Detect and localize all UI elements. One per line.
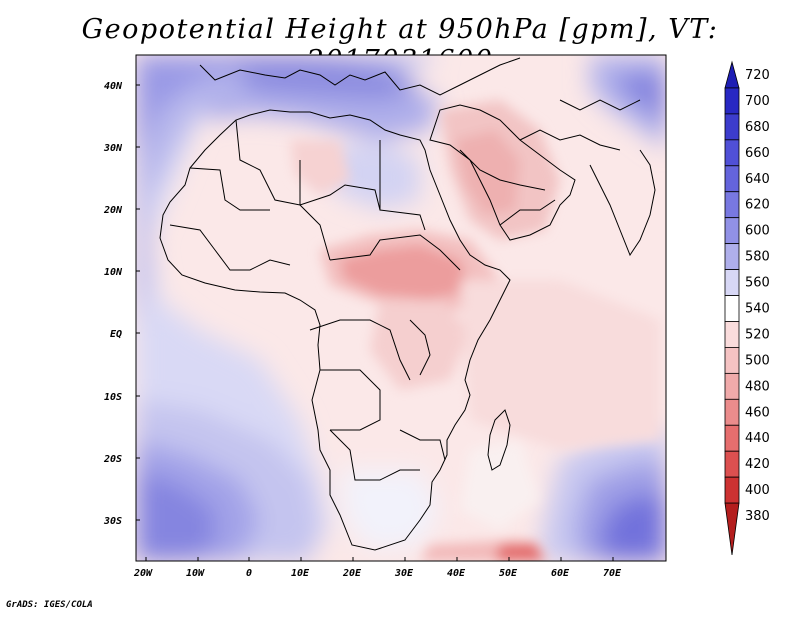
colorbar-label: 540 xyxy=(745,302,770,317)
lon-label: 10E xyxy=(291,568,310,579)
colorbar-label: 640 xyxy=(745,172,770,187)
colorbar-swatch xyxy=(724,165,740,193)
colorbar-label: 600 xyxy=(745,224,770,239)
colorbar-label: 520 xyxy=(745,327,770,342)
lon-label: 20E xyxy=(342,568,362,579)
height-field xyxy=(136,55,666,561)
lon-label: 50E xyxy=(499,568,518,579)
lat-axis: 40N 30N 20N 10N EQ 10S 20S 30S xyxy=(103,81,140,527)
field-blue-regions xyxy=(136,55,666,561)
colorbar-swatch xyxy=(724,321,740,348)
lon-label: 70E xyxy=(603,568,622,579)
colorbar-swatch xyxy=(724,191,740,219)
colorbar-label: 500 xyxy=(745,353,770,368)
colorbar-label: 460 xyxy=(745,405,770,420)
lat-label: 40N xyxy=(104,81,123,92)
arabia-coast xyxy=(429,104,576,241)
country-borders xyxy=(159,57,656,551)
colorbar-label: 660 xyxy=(745,146,770,161)
colorbar-swatch xyxy=(724,476,740,504)
europe-coast xyxy=(199,57,521,96)
colorbar-label: 620 xyxy=(745,198,770,213)
colorbar-swatch xyxy=(724,502,740,556)
colorbar-label: 680 xyxy=(745,120,770,135)
colorbar-swatch xyxy=(724,347,740,374)
lat-label: 10S xyxy=(104,392,122,403)
colorbar-swatch xyxy=(724,398,740,426)
lon-label: 20W xyxy=(133,568,153,579)
colorbar-label: 400 xyxy=(745,483,770,498)
colorbar-label: 480 xyxy=(745,379,770,394)
colorbar-swatch xyxy=(724,295,740,322)
colorbar-label: 440 xyxy=(745,431,770,446)
colorbar-swatch xyxy=(724,139,740,167)
lon-label: 0 xyxy=(246,568,252,579)
colorbar-swatch xyxy=(724,243,740,270)
lon-label: 10W xyxy=(186,568,205,579)
lon-label: 60E xyxy=(551,568,570,579)
colorbar-label: 420 xyxy=(745,457,770,472)
credit-text: GrADS: IGES/COLA xyxy=(6,600,93,610)
lat-label: 20N xyxy=(103,205,123,216)
colorbar-label: 580 xyxy=(745,250,770,265)
colorbar-swatch xyxy=(724,269,740,296)
colorbar-swatch xyxy=(724,450,740,478)
lon-label: 40E xyxy=(447,568,466,579)
colorbar-swatch xyxy=(724,217,740,245)
colorbar-label: 380 xyxy=(745,509,770,524)
lat-label: 10N xyxy=(104,267,123,278)
colorbar-swatch xyxy=(724,424,740,452)
lat-label: 30S xyxy=(103,516,122,527)
lat-label: 30N xyxy=(103,143,123,154)
lat-label: EQ xyxy=(110,329,122,340)
lon-axis: 20W 10W 0 10E 20E 30E 40E 50E 60E 70E xyxy=(133,557,622,579)
colorbar-swatch xyxy=(724,87,740,115)
map-frame xyxy=(135,54,667,562)
lon-label: 30E xyxy=(394,568,414,579)
colorbar-swatch xyxy=(724,372,740,400)
india-coast xyxy=(589,149,656,257)
colorbar-label: 560 xyxy=(745,276,770,291)
africa-coast xyxy=(159,109,511,551)
lat-label: 20S xyxy=(103,454,122,465)
colorbar-label: 700 xyxy=(745,94,770,109)
colorbar: 720 700 680 660 640 620 600 580 560 540 520 500 480 4… xyxy=(724,60,770,556)
madagascar-coast xyxy=(487,409,511,471)
colorbar-swatch xyxy=(724,60,740,89)
colorbar-label: 720 xyxy=(745,68,770,83)
colorbar-swatch xyxy=(724,113,740,141)
